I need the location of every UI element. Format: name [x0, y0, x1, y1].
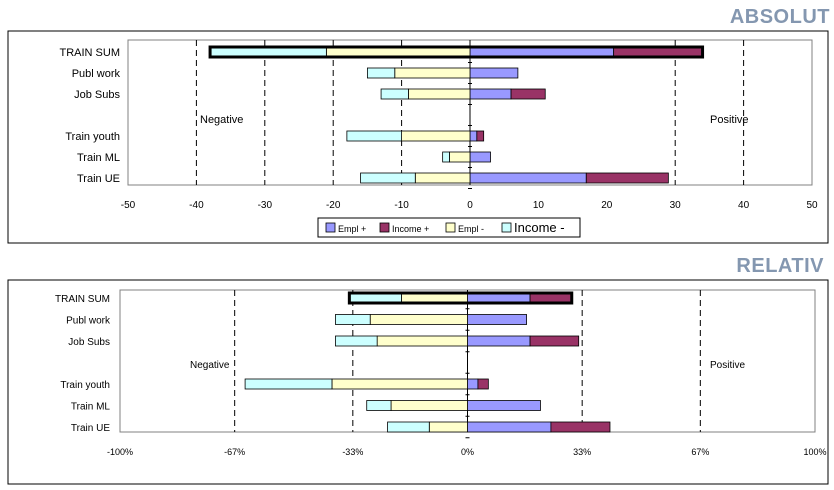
category-label: Publ work	[66, 316, 111, 327]
bar-income-minus	[380, 88, 409, 100]
bar-empl-minus	[331, 378, 468, 390]
bar-income-plus	[585, 172, 669, 184]
bar-income-minus	[387, 421, 430, 433]
x-tick-label: 100%	[803, 447, 826, 457]
chart-2: -100% -67% -33% 0% 33% 67% 100% Negative Positiv…	[7, 279, 829, 485]
bar-empl-plus	[469, 172, 587, 184]
category-label: Train ML	[77, 152, 120, 164]
bar-income-minus	[346, 130, 403, 142]
x-tick-label: -20	[326, 200, 341, 211]
legend: Empl + Income + Empl - Income -	[317, 217, 581, 238]
chart-1: -50 -40 -30 -20 -10 0 10 20 30 40 50 Negative Positi…	[7, 30, 829, 244]
category-label: Job Subs	[74, 89, 120, 101]
bar-income-minus	[442, 151, 450, 163]
legend-swatch-empl-plus	[325, 222, 336, 233]
bar-income-minus	[360, 172, 416, 184]
bar-empl-minus	[394, 67, 471, 79]
bar-empl-minus	[401, 130, 471, 142]
bar-income-minus	[244, 378, 333, 390]
legend-swatch-empl-minus	[445, 222, 456, 233]
x-tick-label: 0	[467, 200, 473, 211]
bar-empl-minus	[428, 421, 468, 433]
x-tick-label: -33%	[342, 447, 363, 457]
bar-highlight-outline	[208, 45, 705, 59]
bar-empl-plus	[467, 421, 552, 433]
x-tick-label: 67%	[691, 447, 709, 457]
bar-empl-plus	[467, 314, 527, 325]
x-tick-label: 50	[806, 200, 818, 211]
legend-swatch-income-plus	[379, 222, 390, 233]
bar-empl-plus	[469, 67, 519, 79]
bar-empl-plus	[467, 400, 541, 411]
x-tick-label: -10	[394, 200, 409, 211]
legend-label: Empl +	[338, 224, 366, 234]
x-tick-label: -67%	[224, 447, 245, 457]
bar-income-plus	[510, 88, 546, 100]
category-label: TRAIN SUM	[55, 294, 110, 305]
category-label: Train UE	[77, 173, 120, 185]
bar-income-plus	[529, 335, 580, 347]
bar-income-plus	[477, 378, 489, 390]
category-label: Train UE	[71, 423, 110, 434]
category-label: TRAIN SUM	[60, 47, 121, 59]
bar-income-minus	[366, 400, 392, 411]
x-tick-label: 33%	[573, 447, 591, 457]
category-label: Publ work	[72, 68, 121, 80]
bar-income-minus	[335, 335, 378, 347]
x-tick-label: -100%	[107, 447, 133, 457]
x-tick-label: -40	[189, 200, 204, 211]
category-label: Train youth	[65, 131, 120, 143]
legend-label: Income +	[392, 224, 429, 234]
bar-highlight-outline	[347, 291, 574, 305]
bar-empl-plus	[469, 151, 491, 163]
annotation-positive: Positive	[710, 114, 749, 126]
bar-empl-minus	[369, 314, 468, 325]
bar-empl-minus	[414, 172, 471, 184]
annotation-negative: Negative	[190, 360, 230, 371]
annotation-positive: Positive	[710, 360, 745, 371]
bar-income-minus	[335, 314, 371, 325]
x-tick-label: 30	[670, 200, 682, 211]
chart-heading-relative: RELATIV	[736, 255, 824, 277]
legend-label: Empl -	[458, 224, 484, 234]
x-tick-label: 20	[601, 200, 613, 211]
x-tick-label: 0%	[461, 447, 474, 457]
bar-empl-minus	[408, 88, 471, 100]
x-tick-label: 40	[738, 200, 750, 211]
bar-empl-minus	[376, 335, 468, 347]
bar-income-minus	[366, 67, 396, 79]
category-label: Job Subs	[68, 337, 110, 348]
bar-empl-minus	[390, 400, 468, 411]
legend-swatch-income-minus	[501, 222, 512, 233]
bar-empl-plus	[469, 88, 512, 100]
category-label: Train youth	[60, 380, 110, 391]
bar-empl-minus	[449, 151, 471, 163]
x-tick-label: 10	[533, 200, 545, 211]
annotation-negative: Negative	[200, 114, 243, 126]
bar-empl-plus	[467, 335, 531, 347]
bar-empl-plus	[467, 378, 479, 390]
x-tick-label: -30	[258, 200, 273, 211]
bar-income-plus	[550, 421, 611, 433]
bar-empl-plus	[469, 130, 478, 142]
legend-label: Income -	[514, 220, 565, 235]
bar-income-plus	[476, 130, 485, 142]
x-tick-label: -50	[121, 200, 136, 211]
category-label: Train ML	[71, 402, 111, 413]
chart-heading-absolute: ABSOLUT	[729, 6, 830, 28]
